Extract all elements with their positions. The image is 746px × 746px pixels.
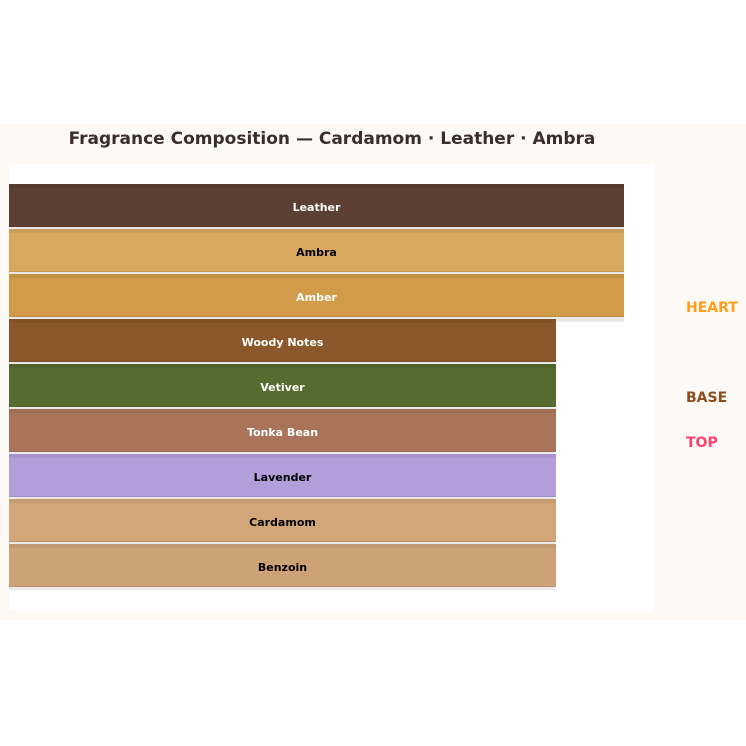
bar-vetiver: Vetiver	[9, 364, 556, 407]
chart-title: Fragrance Composition — Cardamom · Leath…	[68, 129, 596, 149]
tier-label-heart: HEART	[686, 300, 738, 316]
bar-lavender: Lavender	[9, 454, 556, 497]
bar-ambra: Ambra	[9, 229, 624, 272]
bar-leather: Leather	[9, 184, 624, 227]
bar-tonka-bean: Tonka Bean	[9, 409, 556, 452]
bar-woody-notes: Woody Notes	[9, 319, 556, 362]
bar-benzoin: Benzoin	[9, 544, 556, 587]
bar-cardamom: Cardamom	[9, 499, 556, 542]
bar-amber: Amber	[9, 274, 624, 317]
tier-label-base: BASE	[686, 390, 728, 406]
tier-label-top: TOP	[686, 435, 718, 451]
